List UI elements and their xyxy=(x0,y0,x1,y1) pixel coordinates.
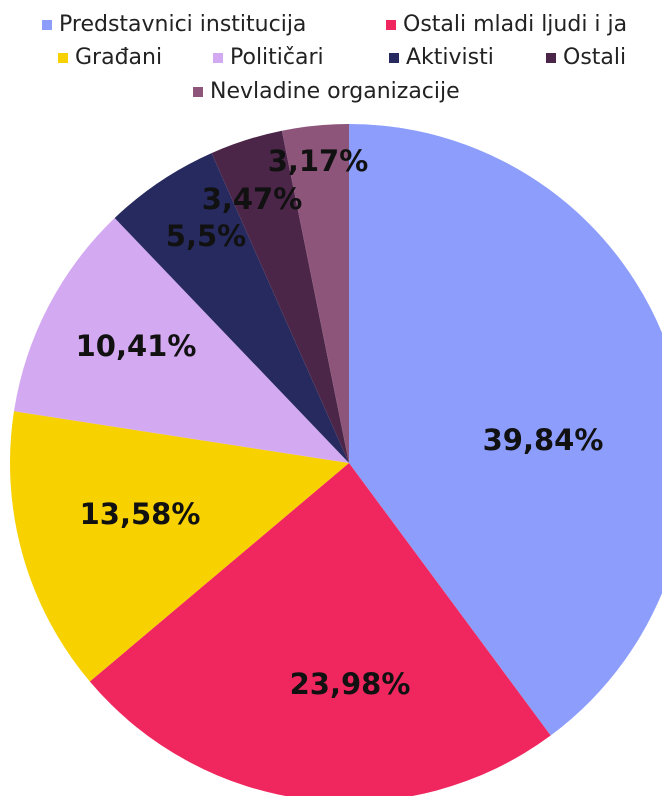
data-label: 13,58% xyxy=(80,497,201,531)
pie-slice xyxy=(89,463,551,796)
legend-label: Ostali mladi ljudi i ja xyxy=(403,12,627,37)
data-label: 3,17% xyxy=(268,144,369,178)
legend-swatch xyxy=(58,53,68,63)
legend-swatch xyxy=(389,53,399,63)
data-label: 39,84% xyxy=(483,423,604,457)
data-label: 23,98% xyxy=(290,667,411,701)
pie-slice xyxy=(281,124,349,463)
data-label: 3,47% xyxy=(202,182,303,216)
data-label: 5,5% xyxy=(166,219,246,253)
legend-label: Političari xyxy=(230,45,324,70)
legend-swatch xyxy=(42,20,52,30)
legend-label: Aktivisti xyxy=(406,45,494,70)
pie-slice xyxy=(114,153,349,463)
data-label: 10,41% xyxy=(76,329,197,363)
pie-slice xyxy=(13,218,349,463)
pie-slice xyxy=(349,124,662,736)
pie-slice xyxy=(211,130,349,463)
legend-label: Predstavnici institucija xyxy=(59,12,306,37)
legend-label: Ostali xyxy=(563,45,626,70)
legend-swatch xyxy=(546,53,556,63)
legend-label: Građani xyxy=(75,45,162,70)
legend-label: Nevladine organizacije xyxy=(210,79,460,104)
legend-swatch xyxy=(193,87,203,97)
legend-swatch xyxy=(386,20,396,30)
legend-swatch xyxy=(213,53,223,63)
pie-slice xyxy=(10,411,349,682)
